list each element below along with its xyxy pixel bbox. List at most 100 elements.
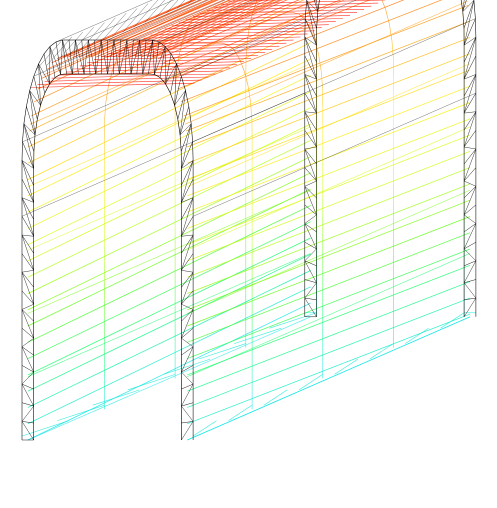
mesh-line xyxy=(299,374,323,391)
mesh-line xyxy=(66,32,78,38)
mesh-line xyxy=(283,23,295,29)
mesh-line xyxy=(21,211,33,217)
mesh-line xyxy=(214,2,379,8)
mesh-line xyxy=(33,132,45,138)
mesh-line xyxy=(27,91,311,229)
mesh-line xyxy=(304,92,317,114)
mesh-line xyxy=(33,134,36,152)
mesh-line xyxy=(157,27,322,33)
mesh-line xyxy=(21,234,34,237)
mesh-line xyxy=(96,0,231,58)
mesh-line xyxy=(344,0,356,6)
mesh-line xyxy=(86,58,252,64)
mesh-line xyxy=(464,111,476,114)
mesh-line xyxy=(187,216,471,327)
mesh-line xyxy=(181,160,194,169)
mesh-line xyxy=(116,50,123,60)
mesh-line xyxy=(181,160,194,186)
mesh-line xyxy=(355,65,367,71)
mesh-line xyxy=(187,134,471,245)
mesh-line xyxy=(101,52,266,57)
mesh-line xyxy=(121,8,133,14)
mesh-line xyxy=(21,160,34,186)
mesh-line xyxy=(247,85,251,102)
mesh-line xyxy=(187,69,471,180)
mesh-line xyxy=(381,0,386,10)
mesh-line xyxy=(263,389,288,406)
mesh-line xyxy=(187,253,471,377)
mesh-line xyxy=(133,0,159,28)
mesh-line xyxy=(98,42,110,48)
mesh-line xyxy=(239,58,245,72)
mesh-line xyxy=(304,74,317,80)
mesh-line xyxy=(100,39,108,75)
mesh-line xyxy=(432,107,444,113)
mesh-line xyxy=(43,0,217,76)
mesh-line xyxy=(27,156,311,294)
mesh-line xyxy=(157,0,300,60)
mesh-line xyxy=(22,123,25,142)
mesh-line xyxy=(304,37,317,80)
mesh-line xyxy=(304,223,317,233)
mesh-line xyxy=(463,186,477,199)
mesh-line xyxy=(154,25,166,31)
mesh-line xyxy=(133,35,145,41)
mesh-line xyxy=(21,371,34,385)
mesh-line xyxy=(185,20,470,132)
mesh-line xyxy=(209,1,221,7)
mesh-line xyxy=(410,42,422,48)
mesh-line xyxy=(27,107,311,245)
mesh-line xyxy=(176,63,182,77)
mesh-line xyxy=(463,130,477,148)
mesh-line xyxy=(304,297,317,301)
mesh-line xyxy=(257,108,269,114)
mesh-line xyxy=(181,309,194,322)
mesh-line xyxy=(464,279,476,284)
mesh-line xyxy=(304,186,317,215)
mesh-line xyxy=(181,384,194,407)
mesh-line xyxy=(152,39,155,75)
mesh-line xyxy=(181,234,194,237)
mesh-line xyxy=(81,35,93,41)
mesh-line xyxy=(27,188,311,327)
mesh-line xyxy=(236,192,248,198)
mesh-line xyxy=(103,25,115,31)
mesh-line xyxy=(257,38,269,44)
mesh-line xyxy=(300,19,312,25)
mesh-line xyxy=(213,13,225,19)
mesh-line xyxy=(174,105,179,120)
mesh-line xyxy=(172,6,184,12)
mesh-line xyxy=(170,53,177,65)
mesh-line xyxy=(21,141,23,161)
mesh-line xyxy=(178,18,343,24)
mesh-line xyxy=(345,145,357,151)
mesh-line xyxy=(234,328,281,344)
mesh-line xyxy=(304,37,317,63)
mesh-line xyxy=(247,187,259,193)
mesh-line xyxy=(152,39,160,43)
mesh-line xyxy=(367,135,379,141)
mesh-line xyxy=(443,102,455,108)
mesh-line xyxy=(142,39,147,75)
mesh-line xyxy=(236,117,248,124)
mesh-line xyxy=(165,20,177,26)
mesh-line xyxy=(27,25,311,164)
mesh-line xyxy=(268,103,280,109)
mesh-line xyxy=(164,46,172,55)
mesh-line xyxy=(462,11,465,29)
mesh-line xyxy=(181,123,192,169)
mesh-line xyxy=(181,253,194,271)
mesh-line xyxy=(55,41,61,75)
mesh-line xyxy=(37,79,202,85)
mesh-line xyxy=(21,290,34,305)
mesh-line xyxy=(143,33,308,39)
mesh-line xyxy=(191,22,203,28)
mesh-line xyxy=(301,164,313,170)
mesh-line xyxy=(88,39,91,75)
mesh-line xyxy=(29,0,313,125)
mesh-line xyxy=(35,41,62,71)
mesh-line xyxy=(463,186,477,215)
mesh-line xyxy=(54,197,66,203)
mesh-line xyxy=(462,0,465,12)
